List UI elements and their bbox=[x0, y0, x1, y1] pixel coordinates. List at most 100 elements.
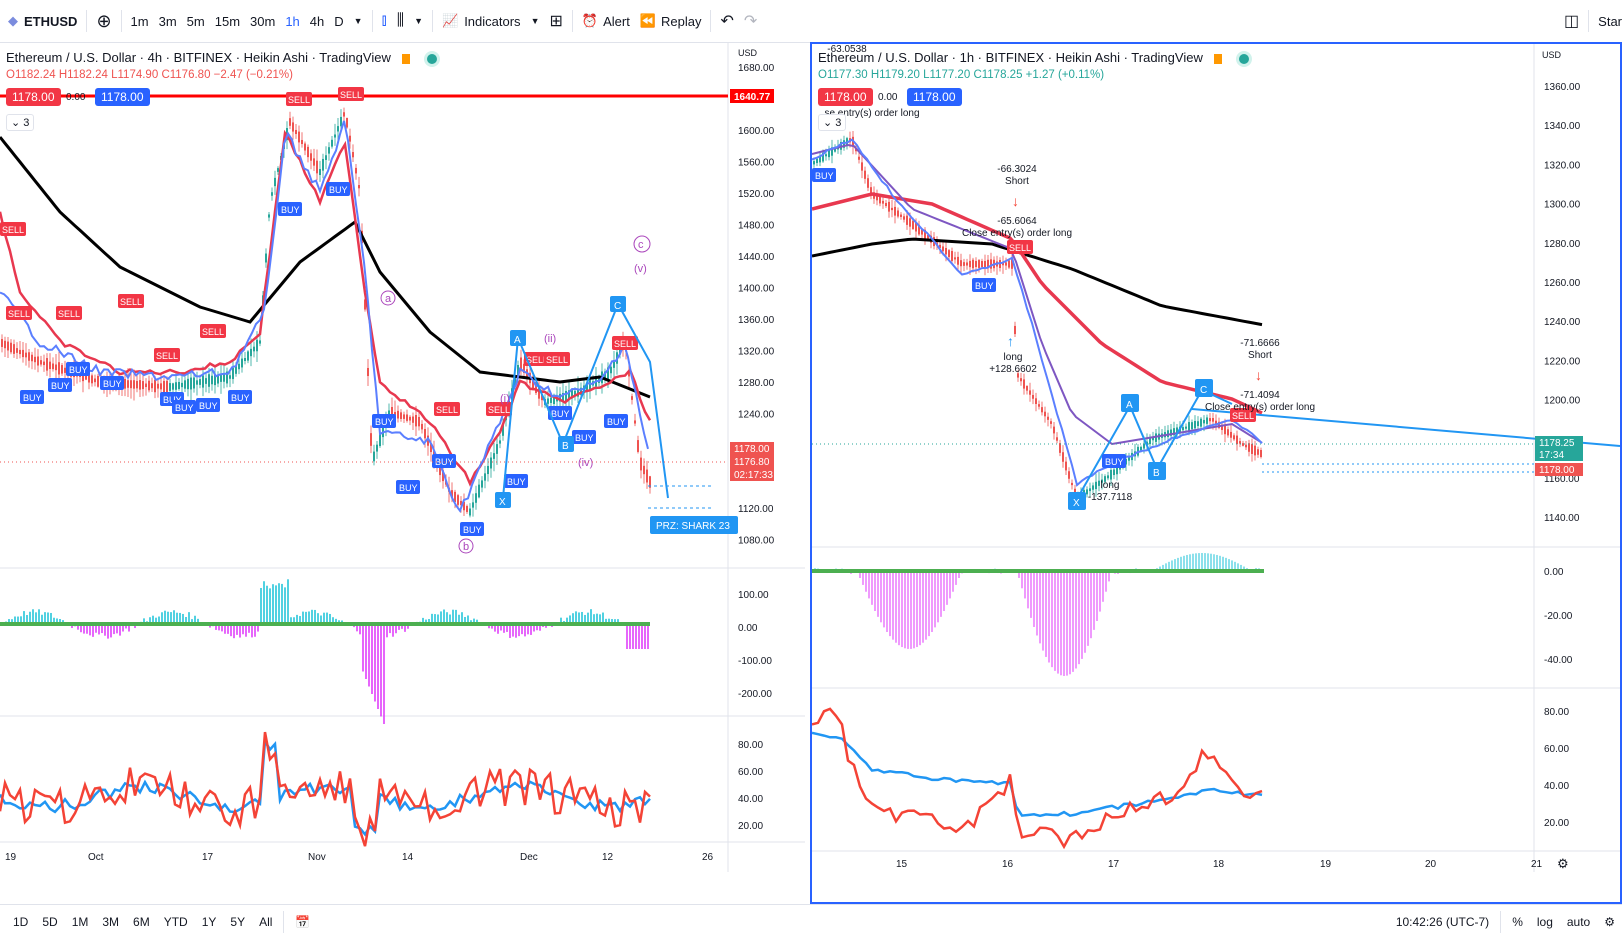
price-tick-label: 1440.00 bbox=[738, 252, 775, 263]
candle-body bbox=[220, 375, 222, 382]
candle-body bbox=[1044, 411, 1046, 417]
candle-body bbox=[1068, 471, 1070, 479]
sell-button[interactable]: 1178.00 bbox=[6, 88, 61, 106]
candle-body bbox=[319, 168, 321, 176]
candle-body bbox=[7, 341, 9, 351]
candle-body bbox=[915, 222, 917, 232]
compare-button[interactable]: ⊕ bbox=[91, 6, 116, 36]
symbol-search[interactable]: ◆ ETHUSD bbox=[0, 6, 82, 36]
interval-5m[interactable]: 5m bbox=[186, 13, 205, 29]
range-1M[interactable]: 1M bbox=[71, 914, 89, 929]
interval-dropdown[interactable]: ▼ bbox=[349, 6, 368, 36]
close-value: C1178.25 bbox=[973, 69, 1023, 81]
candle-body bbox=[1098, 480, 1100, 486]
candle-body bbox=[298, 131, 300, 143]
candle-style-button[interactable]: ⫼ bbox=[392, 6, 409, 36]
study-toggle[interactable]: ⌄ 3 bbox=[6, 114, 35, 131]
candle-body bbox=[646, 469, 648, 483]
buy-button[interactable]: 1178.00 bbox=[95, 88, 150, 106]
rsi-tick-label: 80.00 bbox=[738, 740, 763, 751]
sell-signal-tag bbox=[338, 87, 364, 101]
study-toggle[interactable]: ⌄ 3 bbox=[818, 114, 847, 131]
chart-type-dropdown[interactable]: ▼ bbox=[409, 6, 428, 36]
flag-icon[interactable] bbox=[402, 53, 411, 64]
candle-body bbox=[631, 396, 633, 400]
interval-15m[interactable]: 15m bbox=[214, 13, 241, 29]
candle-body bbox=[906, 215, 908, 225]
price-tick-label: 1260.00 bbox=[1544, 278, 1581, 289]
osc-tick-label: -200.00 bbox=[738, 689, 772, 700]
range-5Y[interactable]: 5Y bbox=[230, 914, 246, 929]
interval-4h[interactable]: 4h bbox=[309, 13, 325, 29]
interval-30m[interactable]: 30m bbox=[250, 13, 276, 29]
candle-body bbox=[843, 140, 845, 148]
right-chart-panel[interactable]: USD 1360.00 1340.00 1320.00 1300.00 1280.00 12… bbox=[810, 42, 1622, 904]
range-1D[interactable]: 1D bbox=[13, 914, 29, 929]
candle-body bbox=[307, 146, 309, 158]
candle-body bbox=[565, 390, 567, 402]
bar-style-button[interactable]: ⫾ bbox=[377, 6, 392, 36]
interval-D[interactable]: D bbox=[334, 13, 344, 29]
price-tick-label: 1560.00 bbox=[738, 158, 775, 169]
wave-label: (i) bbox=[500, 393, 510, 405]
interval-1m[interactable]: 1m bbox=[130, 13, 149, 29]
price-tick-label: 1140.00 bbox=[1544, 513, 1580, 524]
left-chart-panel[interactable]: USD1680.001640.001600.001560.001520.0014… bbox=[0, 42, 805, 904]
start-button[interactable]: Star bbox=[1598, 13, 1622, 29]
candle-body bbox=[1035, 398, 1037, 404]
indicators-button[interactable]: 📈 Indicators bbox=[437, 6, 526, 36]
currency-label: USD bbox=[738, 48, 758, 58]
buy-button[interactable]: 1178.00 bbox=[907, 88, 962, 106]
sell-button[interactable]: 1178.00 bbox=[818, 88, 873, 106]
range-3M[interactable]: 3M bbox=[102, 914, 120, 929]
candle-body bbox=[439, 462, 441, 476]
left-chart-canvas[interactable]: USD1680.001640.001600.001560.001520.0014… bbox=[0, 42, 805, 904]
range-1Y[interactable]: 1Y bbox=[201, 914, 217, 929]
range-6M[interactable]: 6M bbox=[133, 914, 150, 929]
undo-button[interactable]: ↶ bbox=[715, 6, 738, 36]
time-tick-label: 12 bbox=[602, 852, 614, 863]
candle-body bbox=[409, 416, 411, 421]
sell-signal-tag bbox=[118, 294, 144, 308]
split-layout-button[interactable]: ◫ bbox=[1559, 6, 1584, 36]
price-tick-label: 1280.00 bbox=[1544, 239, 1581, 250]
alert-button[interactable]: ⏰ Alert bbox=[577, 6, 635, 36]
time-tick-label: 17 bbox=[202, 852, 214, 863]
range-All[interactable]: All bbox=[259, 914, 273, 929]
flag-icon[interactable] bbox=[1214, 53, 1223, 64]
candle-body bbox=[984, 260, 986, 268]
candle-body bbox=[406, 414, 408, 421]
last-price-label: 1178.00 bbox=[1539, 465, 1575, 476]
price-tick-label: 1160.00 bbox=[1544, 474, 1580, 485]
rewind-icon: ⏪ bbox=[639, 13, 656, 28]
price-tick-label: 1220.00 bbox=[1544, 356, 1581, 367]
buy-signal-tag bbox=[548, 406, 572, 420]
annotation-value: -137.7118 bbox=[1088, 492, 1133, 503]
log-toggle[interactable]: log bbox=[1536, 914, 1553, 929]
price-tick-label: 1240.00 bbox=[738, 410, 775, 421]
replay-button[interactable]: ⏪ Replay bbox=[635, 6, 707, 36]
clock-timezone[interactable]: 10:42:26 (UTC-7) bbox=[1395, 914, 1490, 929]
rsi-tick-label: 60.00 bbox=[1544, 744, 1569, 755]
open-value: O1177.30 bbox=[818, 69, 868, 81]
candle-body bbox=[466, 506, 468, 512]
candle-body bbox=[924, 229, 926, 240]
indicators-dropdown[interactable]: ▼ bbox=[526, 6, 545, 36]
percent-toggle[interactable]: % bbox=[1512, 914, 1523, 929]
right-chart-canvas[interactable]: USD 1360.00 1340.00 1320.00 1300.00 1280.00 12… bbox=[812, 44, 1620, 902]
range-5D[interactable]: 5D bbox=[42, 914, 58, 929]
chart-settings-button[interactable]: ⚙ bbox=[1597, 915, 1622, 929]
sell-signal-tag bbox=[200, 324, 226, 338]
range-YTD[interactable]: YTD bbox=[163, 914, 188, 929]
layout-button[interactable]: ⊞ bbox=[544, 6, 567, 36]
auto-toggle[interactable]: auto bbox=[1566, 914, 1591, 929]
buy-signal-label: BUY bbox=[199, 401, 218, 411]
rsi-tick-label: 40.00 bbox=[738, 794, 763, 805]
candle-body bbox=[1206, 417, 1208, 424]
interval-3m[interactable]: 3m bbox=[158, 13, 177, 29]
redo-button[interactable]: ↷ bbox=[739, 6, 762, 36]
interval-1h[interactable]: 1h bbox=[285, 13, 300, 29]
candle-body bbox=[208, 374, 210, 387]
candle-body bbox=[472, 502, 474, 508]
goto-date-button[interactable]: 📅 bbox=[288, 915, 317, 929]
